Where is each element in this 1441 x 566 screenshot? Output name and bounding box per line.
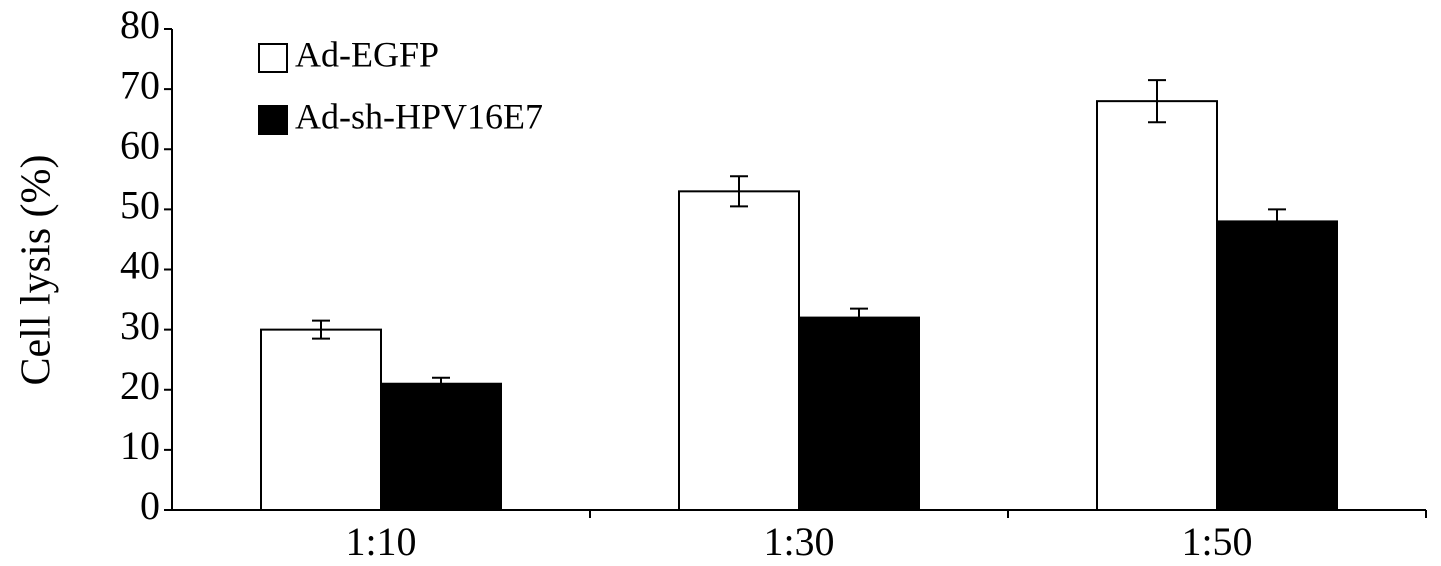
error-bar [312, 319, 330, 340]
error-bar [730, 175, 748, 208]
legend-label: Ad-sh-HPV16E7 [295, 96, 543, 136]
x-tick-label: 1:50 [1181, 519, 1252, 564]
x-tick-label: 1:10 [345, 519, 416, 564]
y-tick-label: 60 [120, 122, 160, 167]
y-tick-label: 10 [120, 423, 160, 468]
y-axis-label: Cell lysis (%) [14, 155, 60, 386]
bar [1096, 100, 1218, 512]
y-tick-label: 0 [140, 483, 160, 528]
error-bar [1268, 208, 1286, 235]
error-bar [432, 376, 450, 391]
error-bar [850, 307, 868, 328]
legend-swatch [258, 43, 288, 73]
y-tick-label: 20 [120, 363, 160, 408]
error-bar [1148, 79, 1166, 124]
x-tick-label: 1:30 [763, 519, 834, 564]
bar [678, 190, 800, 511]
bar [380, 382, 502, 511]
y-tick-label: 30 [120, 303, 160, 348]
y-tick-label: 70 [120, 62, 160, 107]
y-tick-label: 40 [120, 243, 160, 288]
legend-label: Ad-EGFP [295, 34, 439, 74]
bar [798, 316, 920, 511]
bar [1216, 220, 1338, 511]
bar [260, 328, 382, 511]
y-tick-label: 80 [120, 2, 160, 47]
legend-swatch [258, 105, 288, 135]
y-tick-label: 50 [120, 183, 160, 228]
